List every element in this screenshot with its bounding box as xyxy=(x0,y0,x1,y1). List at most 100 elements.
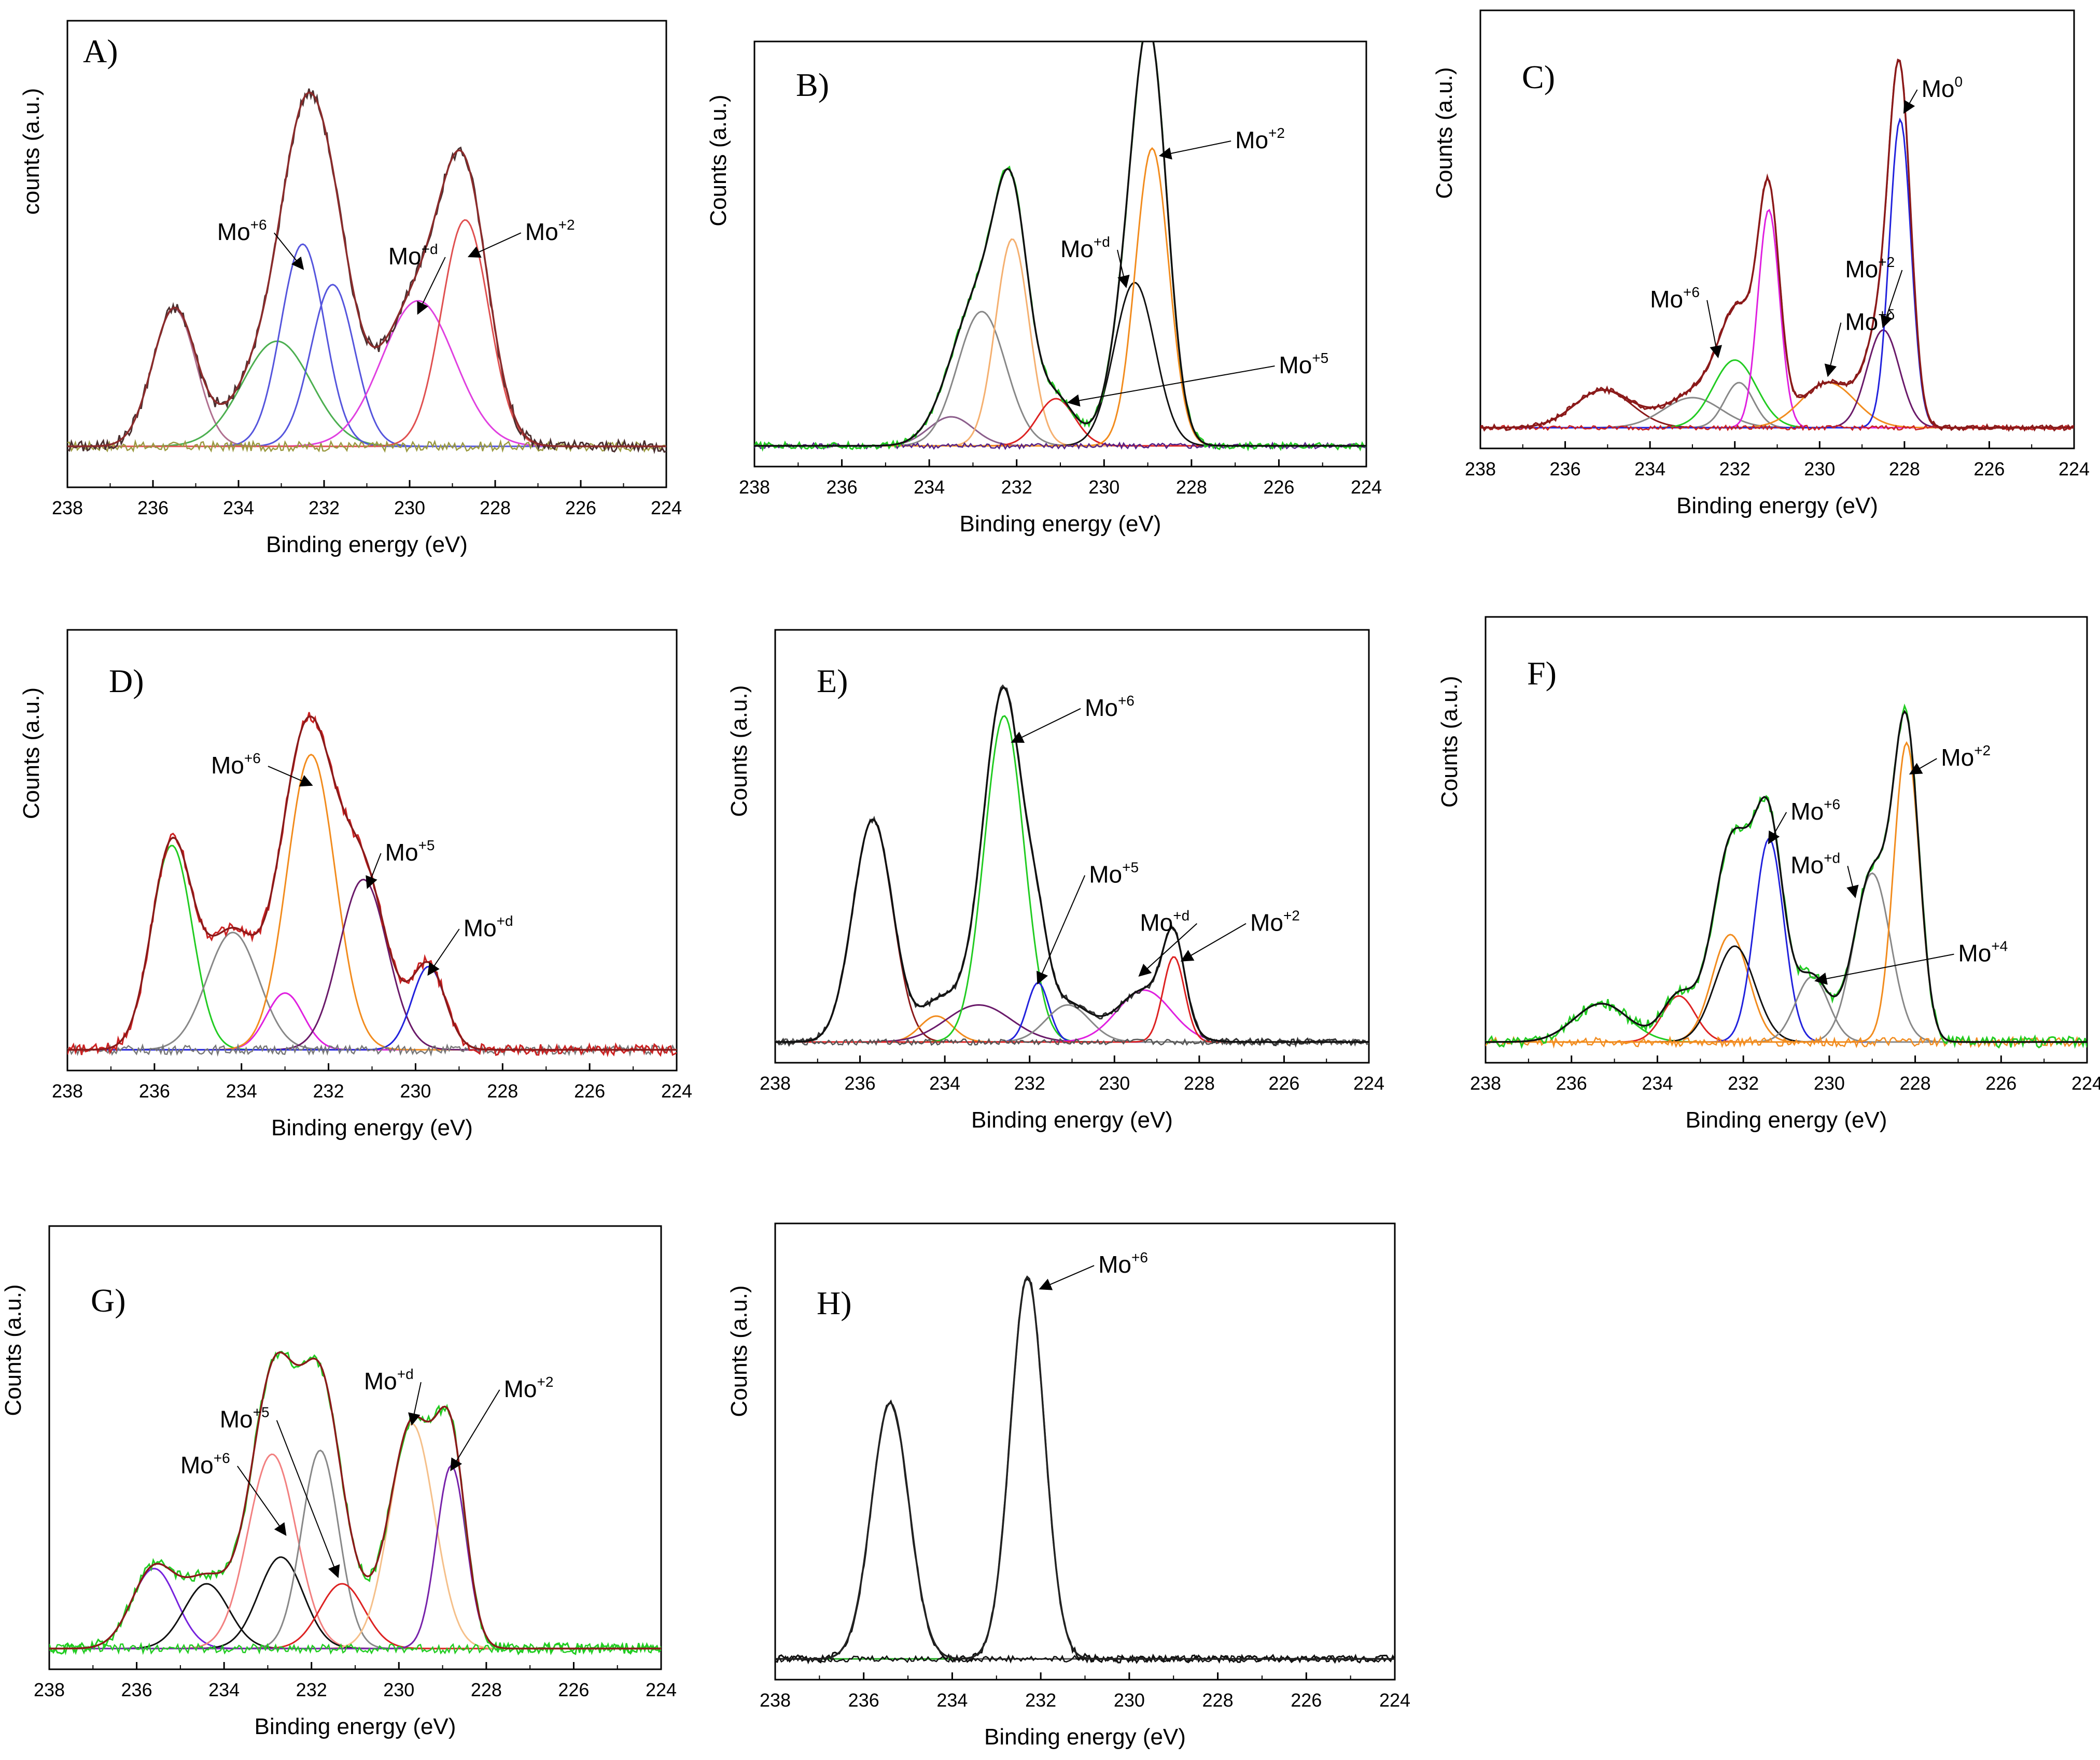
plot-frame xyxy=(774,629,1370,1064)
x-axis-title: Binding energy (eV) xyxy=(255,1714,456,1739)
curves xyxy=(67,712,677,1058)
curves xyxy=(775,1275,1395,1665)
x-tick-label: 230 xyxy=(1804,458,1835,480)
x-tick-label: 238 xyxy=(739,476,770,498)
annotation-arrow xyxy=(276,1420,340,1579)
annotation: Mo+5 xyxy=(220,1404,340,1579)
annotation-label: Mo+d xyxy=(1060,234,1110,262)
plot-frame xyxy=(48,1225,662,1670)
x-tick-label: 226 xyxy=(565,497,596,518)
panel-b: 238 236 234 232 230 228 226 224 Binding energy (… xyxy=(706,40,1382,537)
panel-letter: B) xyxy=(796,66,829,103)
x-tick-label: 224 xyxy=(1353,1073,1384,1094)
panel-f: 238 236 234 232 230 228 226 224 Binding energy (… xyxy=(1437,616,2100,1133)
annotation-sup: +6 xyxy=(244,750,261,766)
annotation: Mo+6 xyxy=(180,1450,287,1536)
x-tick-label: 228 xyxy=(1900,1073,1931,1094)
component-peak xyxy=(67,932,677,1051)
annotation: Mo+6 xyxy=(1650,284,1722,359)
annotation-arrow xyxy=(237,1466,287,1536)
annotation-sup: 0 xyxy=(1954,74,1963,90)
y-axis-title: Counts (a.u.) xyxy=(19,687,44,819)
component-peak xyxy=(1480,382,2074,429)
x-tick-label: 224 xyxy=(1351,476,1382,498)
annotation-arrow xyxy=(1138,923,1198,977)
x-tick-label: 230 xyxy=(383,1679,414,1700)
component-peak xyxy=(1480,359,2074,429)
component-peak xyxy=(1480,382,2074,429)
annotation-sup: +6 xyxy=(1118,693,1135,709)
annotation-sup: +5 xyxy=(1312,350,1328,366)
x-tick-label: 226 xyxy=(1985,1073,2017,1094)
component-peak xyxy=(67,753,677,1051)
annotation: Mo+5 xyxy=(366,837,435,889)
x-tick-label: 232 xyxy=(1001,476,1032,498)
annotation-arrow xyxy=(268,766,313,787)
residual-line xyxy=(1486,1035,2087,1049)
x-tick-label: 226 xyxy=(1263,476,1294,498)
x-tick-label: 224 xyxy=(2071,1073,2100,1094)
component-peak xyxy=(775,1004,1369,1043)
annotation-label: Mo+2 xyxy=(1941,742,1991,771)
annotation-label: Mo+4 xyxy=(1958,938,2008,967)
annotation-arrow xyxy=(1814,953,1954,985)
x-tick-label: 224 xyxy=(2059,458,2090,480)
annotation-arrow xyxy=(1909,758,1937,775)
annotation-arrow xyxy=(1158,140,1231,160)
annotation-label: Mo+d xyxy=(364,1366,414,1395)
annotation-arrow xyxy=(1824,322,1842,377)
x-tick-label: 234 xyxy=(223,497,254,518)
annotation: Mo+5 xyxy=(1067,350,1328,407)
annotation-label: Mo+6 xyxy=(211,750,261,779)
annotation-arrow xyxy=(1037,875,1086,985)
annotation-sup: +2 xyxy=(558,217,575,233)
plot-frame xyxy=(66,629,678,1072)
annotation-sup: +5 xyxy=(418,837,435,853)
panel-g: 238 236 234 232 230 228 226 224 Binding energy (… xyxy=(1,1225,677,1739)
annotation-label: Mo+2 xyxy=(1235,125,1285,153)
annotation: Mo+6 xyxy=(211,750,313,787)
x-tick-label: 230 xyxy=(1099,1073,1130,1094)
plot-frame xyxy=(66,20,667,488)
x-tick-label: 230 xyxy=(1814,1073,1845,1094)
x-tick-label: 238 xyxy=(760,1689,791,1711)
fit-envelope xyxy=(1486,710,2087,1043)
annotation-label: Mo0 xyxy=(1922,74,1963,102)
annotation-arrow xyxy=(366,853,382,889)
component-peak xyxy=(775,1275,1395,1660)
annotation-arrow xyxy=(417,257,446,315)
x-tick-label: 230 xyxy=(1088,476,1119,498)
x-tick-label: 234 xyxy=(914,476,945,498)
x-tick-label: 228 xyxy=(480,497,511,518)
panel-letter: D) xyxy=(109,663,144,699)
y-axis-title: Counts (a.u.) xyxy=(1,1284,26,1416)
x-tick-label: 238 xyxy=(34,1679,65,1700)
x-tick-label: 226 xyxy=(558,1679,589,1700)
annotation-sup: +d xyxy=(1173,908,1189,924)
annotation-label: Mo+d xyxy=(1790,850,1840,878)
annotation: Mo+2 xyxy=(450,1374,553,1471)
x-tick-label: 236 xyxy=(1556,1073,1587,1094)
annotation: Mo+6 xyxy=(1039,1249,1148,1290)
annotation-sup: +2 xyxy=(537,1374,553,1390)
annotation-sup: +6 xyxy=(250,217,267,233)
plot-frame xyxy=(774,1222,1396,1681)
x-tick-label: 234 xyxy=(226,1080,257,1102)
x-tick-label: 238 xyxy=(760,1073,791,1094)
component-peak xyxy=(775,989,1369,1043)
x-tick-label: 236 xyxy=(137,497,169,518)
component-peak xyxy=(775,715,1369,1043)
curves xyxy=(754,41,1366,452)
annotation: Mo+d xyxy=(427,913,513,976)
panel-a: 238 236 234 232 230 228 226 224 Binding energy (… xyxy=(19,20,682,557)
annotation-label: Mo+5 xyxy=(1279,350,1328,378)
component-peak xyxy=(754,311,1366,447)
annotation-arrow xyxy=(1880,270,1903,329)
annotation-label: Mo+6 xyxy=(1098,1249,1148,1278)
x-tick-label: 228 xyxy=(471,1679,502,1700)
curves xyxy=(49,1350,661,1656)
y-axis-title: Counts (a.u.) xyxy=(726,1285,752,1417)
annotation-arrow xyxy=(467,232,522,258)
annotation-arrow xyxy=(1846,866,1859,898)
annotation-sup: +6 xyxy=(1824,796,1840,812)
